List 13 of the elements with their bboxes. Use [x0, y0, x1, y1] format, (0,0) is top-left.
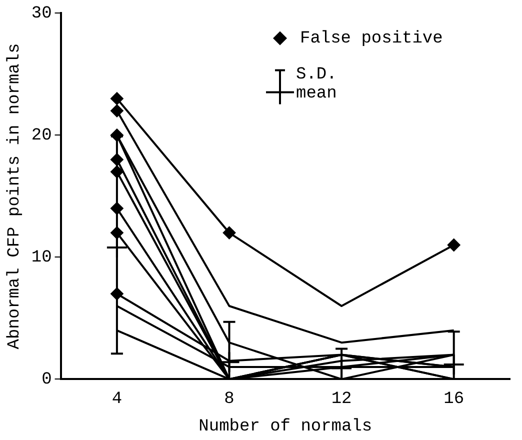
- x-tick-label: 8: [224, 390, 234, 409]
- legend-label: False positive: [300, 30, 443, 49]
- y-axis-title: Abnormal CFP points in normals: [6, 43, 25, 350]
- legend-label: mean: [296, 84, 337, 104]
- y-tick-label: 0: [42, 370, 52, 390]
- annotation: S.D.: [296, 66, 337, 85]
- x-tick-label: 4: [112, 390, 122, 409]
- x-tick-label: 12: [331, 390, 352, 409]
- x-tick-label: 16: [444, 390, 464, 409]
- y-tick-label: 10: [31, 248, 52, 268]
- x-axis-title: Number of normals: [198, 417, 372, 436]
- y-tick-label: 20: [31, 126, 52, 146]
- y-tick-label: 30: [31, 4, 52, 24]
